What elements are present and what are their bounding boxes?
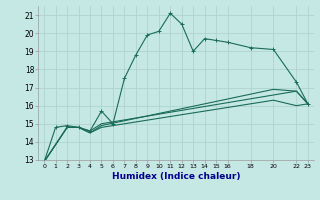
X-axis label: Humidex (Indice chaleur): Humidex (Indice chaleur) — [112, 172, 240, 181]
